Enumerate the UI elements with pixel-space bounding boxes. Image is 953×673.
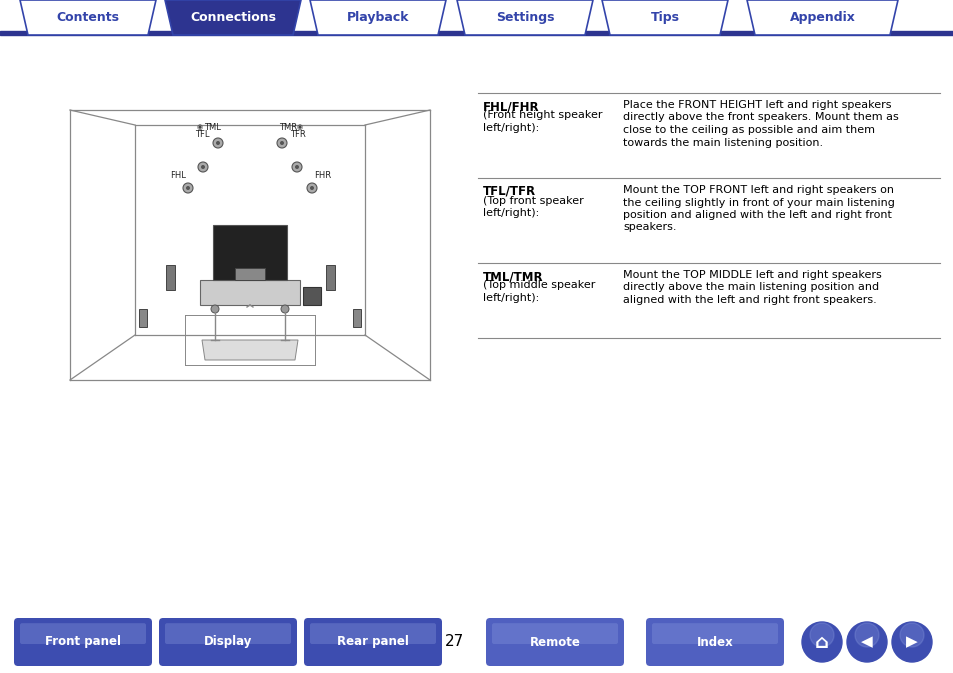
- Text: aligned with the left and right front speakers.: aligned with the left and right front sp…: [622, 295, 876, 305]
- Circle shape: [276, 138, 287, 148]
- Text: ▶: ▶: [905, 635, 917, 649]
- Polygon shape: [601, 0, 727, 35]
- FancyBboxPatch shape: [651, 623, 778, 644]
- Circle shape: [198, 162, 208, 172]
- Circle shape: [280, 141, 284, 145]
- Text: left/right):: left/right):: [482, 123, 538, 133]
- Text: directly above the main listening position and: directly above the main listening positi…: [622, 283, 879, 293]
- Polygon shape: [20, 0, 156, 35]
- Polygon shape: [746, 0, 897, 35]
- Polygon shape: [165, 0, 301, 35]
- Circle shape: [292, 162, 302, 172]
- Bar: [139, 309, 147, 327]
- Text: close to the ceiling as possible and aim them: close to the ceiling as possible and aim…: [622, 125, 874, 135]
- Circle shape: [201, 165, 205, 169]
- Text: Place the FRONT HEIGHT left and right speakers: Place the FRONT HEIGHT left and right sp…: [622, 100, 890, 110]
- Bar: [353, 309, 360, 327]
- Polygon shape: [310, 0, 446, 35]
- Circle shape: [801, 622, 841, 662]
- Circle shape: [310, 186, 314, 190]
- Text: position and aligned with the left and right front: position and aligned with the left and r…: [622, 210, 891, 220]
- Text: Playback: Playback: [346, 11, 409, 24]
- Text: Connections: Connections: [190, 11, 275, 24]
- Bar: [200, 280, 299, 305]
- Text: ◀: ◀: [861, 635, 872, 649]
- Text: ⌂: ⌂: [814, 633, 828, 651]
- Text: 27: 27: [445, 635, 464, 649]
- Text: Mount the TOP FRONT left and right speakers on: Mount the TOP FRONT left and right speak…: [622, 185, 893, 195]
- Text: the ceiling slightly in front of your main listening: the ceiling slightly in front of your ma…: [622, 197, 894, 207]
- Text: Remote: Remote: [529, 635, 579, 649]
- Bar: [165, 265, 174, 290]
- Bar: [303, 287, 320, 305]
- Text: speakers.: speakers.: [622, 223, 676, 232]
- Bar: [0, 31, 953, 35]
- FancyBboxPatch shape: [492, 623, 618, 644]
- Circle shape: [854, 623, 878, 647]
- Text: Mount the TOP MIDDLE left and right speakers: Mount the TOP MIDDLE left and right spea…: [622, 270, 881, 280]
- FancyBboxPatch shape: [165, 623, 291, 644]
- Text: FHL/FHR: FHL/FHR: [482, 100, 539, 113]
- Circle shape: [183, 183, 193, 193]
- Text: towards the main listening position.: towards the main listening position.: [622, 137, 822, 147]
- Text: left/right):: left/right):: [482, 293, 538, 303]
- Text: left/right):: left/right):: [482, 208, 538, 218]
- FancyBboxPatch shape: [645, 618, 783, 666]
- Text: Index: Index: [696, 635, 733, 649]
- Circle shape: [307, 183, 316, 193]
- Text: FHL: FHL: [170, 171, 186, 180]
- Text: TFR: TFR: [290, 130, 306, 139]
- Circle shape: [899, 623, 923, 647]
- Text: (Front height speaker: (Front height speaker: [482, 110, 602, 120]
- Text: Tips: Tips: [650, 11, 679, 24]
- FancyBboxPatch shape: [485, 618, 623, 666]
- FancyBboxPatch shape: [304, 618, 441, 666]
- Text: Settings: Settings: [496, 11, 554, 24]
- Text: ◉: ◉: [196, 124, 203, 130]
- Bar: [325, 265, 335, 290]
- Text: Contents: Contents: [56, 11, 119, 24]
- FancyBboxPatch shape: [14, 618, 152, 666]
- Text: TML/TMR: TML/TMR: [482, 270, 543, 283]
- Circle shape: [809, 623, 833, 647]
- Circle shape: [294, 165, 298, 169]
- Text: TFL: TFL: [194, 130, 209, 139]
- Text: ◉: ◉: [296, 124, 303, 130]
- FancyBboxPatch shape: [159, 618, 296, 666]
- Text: (Top front speaker: (Top front speaker: [482, 195, 583, 205]
- Text: Rear panel: Rear panel: [336, 635, 409, 649]
- Circle shape: [281, 305, 289, 313]
- Circle shape: [211, 305, 219, 313]
- Bar: [213, 225, 287, 280]
- Circle shape: [213, 138, 223, 148]
- Text: TML: TML: [203, 123, 220, 132]
- Text: directly above the front speakers. Mount them as: directly above the front speakers. Mount…: [622, 112, 898, 122]
- Circle shape: [846, 622, 886, 662]
- Circle shape: [891, 622, 931, 662]
- Text: TMR: TMR: [278, 123, 296, 132]
- Text: Front panel: Front panel: [45, 635, 121, 649]
- Polygon shape: [202, 340, 297, 360]
- Bar: [234, 268, 265, 280]
- Text: FHR: FHR: [314, 171, 332, 180]
- Circle shape: [186, 186, 190, 190]
- FancyBboxPatch shape: [310, 623, 436, 644]
- Text: TFL/TFR: TFL/TFR: [482, 185, 536, 198]
- FancyBboxPatch shape: [20, 623, 146, 644]
- Circle shape: [215, 141, 220, 145]
- Polygon shape: [456, 0, 593, 35]
- Text: Appendix: Appendix: [789, 11, 855, 24]
- Text: (Top middle speaker: (Top middle speaker: [482, 281, 595, 291]
- Text: Display: Display: [204, 635, 252, 649]
